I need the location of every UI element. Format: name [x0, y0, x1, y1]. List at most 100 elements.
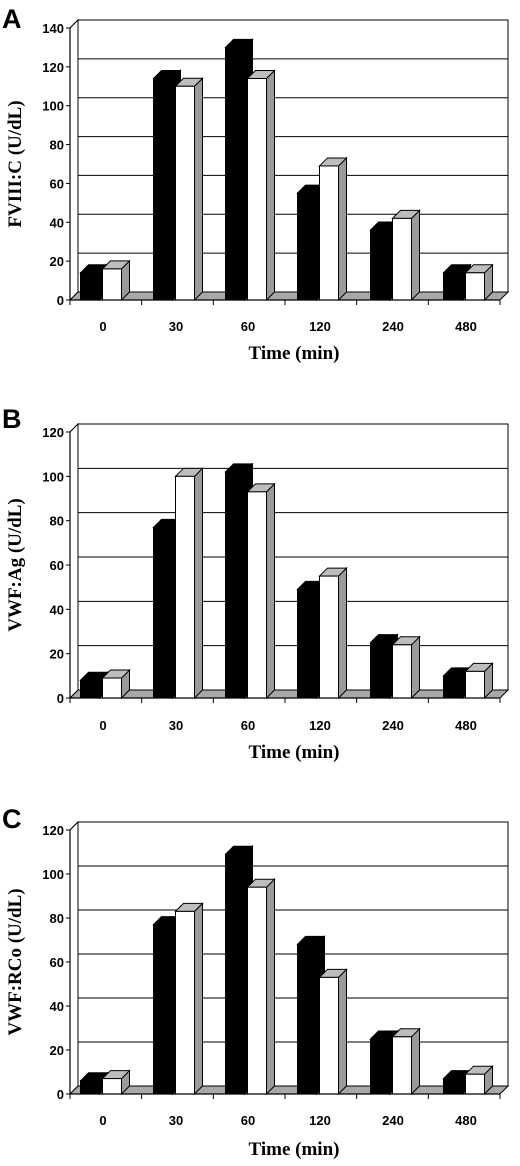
- plot-back-wall: [78, 20, 508, 292]
- y-tick-label: 0: [57, 691, 64, 706]
- bar-front: [443, 1078, 463, 1095]
- bar: [246, 69, 276, 302]
- y-tick-label: 80: [50, 514, 64, 529]
- bar: [464, 263, 494, 302]
- bar: [174, 902, 204, 1096]
- bar-front: [392, 644, 412, 699]
- x-tick-label: 60: [241, 718, 255, 733]
- x-tick-label: 120: [309, 1113, 331, 1128]
- y-tick-label: 120: [42, 425, 64, 440]
- bar: [318, 968, 348, 1096]
- x-tick-label: 480: [455, 319, 477, 334]
- bar-front: [175, 85, 195, 301]
- x-tick-label: 240: [382, 1113, 404, 1128]
- bar-front: [153, 526, 173, 699]
- y-tick-label: 0: [57, 1087, 64, 1102]
- y-tick-label: 20: [50, 254, 64, 269]
- chart-panel-C: 0 20 40 60 80 100 120 0 30 60 120 240 480 C VWF:RCo (U…: [2, 804, 510, 1160]
- x-tick-label: 30: [169, 319, 183, 334]
- y-tick-label: 40: [50, 602, 64, 617]
- chart-panel-B: 0 20 40 60 80 100 120 0 30 60 120 240 480 B VWF:Ag (U/…: [2, 404, 510, 763]
- bar-front: [175, 910, 195, 1095]
- bar: [246, 482, 276, 700]
- bar: [391, 209, 421, 302]
- x-tick-label: 240: [382, 319, 404, 334]
- bar-front: [247, 491, 267, 699]
- chart-panel-A: 0 20 40 60 80 100 120 140 0 30 60 120 240 480 A FVIII:C…: [2, 4, 510, 364]
- bar-front: [102, 1078, 122, 1095]
- x-tick-label: 60: [241, 1113, 255, 1128]
- bar-side: [338, 156, 347, 302]
- bar-front: [247, 78, 267, 301]
- y-tick-label: 100: [42, 469, 64, 484]
- y-tick-label: 140: [42, 21, 64, 36]
- bar-front: [80, 272, 100, 301]
- bar-front: [102, 268, 122, 301]
- y-tick-label: 120: [42, 60, 64, 75]
- bar: [464, 1064, 494, 1096]
- y-tick-label: 60: [50, 176, 64, 191]
- x-tick-label: 0: [99, 718, 106, 733]
- bar: [101, 259, 131, 302]
- bar-front: [443, 675, 463, 699]
- bar-front: [297, 588, 317, 699]
- plot-floor: [68, 689, 510, 699]
- bar-side: [338, 968, 347, 1096]
- bar-front: [225, 46, 245, 301]
- bar-front: [297, 192, 317, 301]
- bar: [318, 156, 348, 302]
- bar: [391, 635, 421, 700]
- x-tick-label: 60: [241, 319, 255, 334]
- panel-label: B: [2, 404, 22, 434]
- y-tick-label: 80: [50, 138, 64, 153]
- bar-front: [465, 1073, 485, 1095]
- bar-front: [102, 677, 122, 699]
- bar-side: [194, 467, 203, 700]
- plot-side-wall: [69, 820, 79, 1096]
- bar-side: [194, 902, 203, 1096]
- y-tick-label: 60: [50, 955, 64, 970]
- plot-side-wall: [69, 422, 79, 700]
- bar: [246, 877, 276, 1096]
- x-tick-label: 480: [455, 718, 477, 733]
- x-tick-label: 0: [99, 1113, 106, 1128]
- x-tick-label: 480: [455, 1113, 477, 1128]
- bar-front: [175, 475, 195, 699]
- plot-floor: [68, 1085, 510, 1095]
- y-axis-title: FVIII:C (U/dL): [5, 100, 26, 227]
- plot-side-wall: [69, 18, 79, 302]
- bar-front: [319, 165, 339, 301]
- y-axis-title: VWF:RCo (U/dL): [5, 888, 26, 1035]
- bar-front: [247, 886, 267, 1095]
- bar-front: [319, 575, 339, 699]
- bar-side: [266, 69, 275, 302]
- y-tick-label: 80: [50, 911, 64, 926]
- bar-front: [153, 78, 173, 301]
- bar-front: [153, 924, 173, 1095]
- y-tick-label: 0: [57, 293, 64, 308]
- bar-side: [411, 209, 420, 302]
- bar-front: [225, 471, 245, 699]
- bar: [174, 77, 204, 302]
- bar: [101, 1069, 131, 1096]
- x-tick-label: 0: [99, 319, 106, 334]
- bar-front: [80, 1080, 100, 1095]
- x-tick-label: 30: [169, 718, 183, 733]
- bar-front: [370, 229, 390, 301]
- y-tick-label: 20: [50, 1043, 64, 1058]
- x-tick-label: 30: [169, 1113, 183, 1128]
- bar-side: [338, 566, 347, 700]
- bar-front: [443, 272, 463, 301]
- bar: [101, 668, 131, 700]
- x-axis-title: Time (min): [249, 343, 340, 364]
- panel-label: A: [2, 4, 22, 34]
- bar-side: [411, 635, 420, 700]
- bar-front: [319, 976, 339, 1095]
- y-tick-label: 40: [50, 999, 64, 1014]
- panel-label: C: [2, 804, 22, 834]
- bar: [318, 566, 348, 700]
- y-tick-label: 100: [42, 867, 64, 882]
- y-tick-label: 60: [50, 558, 64, 573]
- bar-front: [465, 272, 485, 301]
